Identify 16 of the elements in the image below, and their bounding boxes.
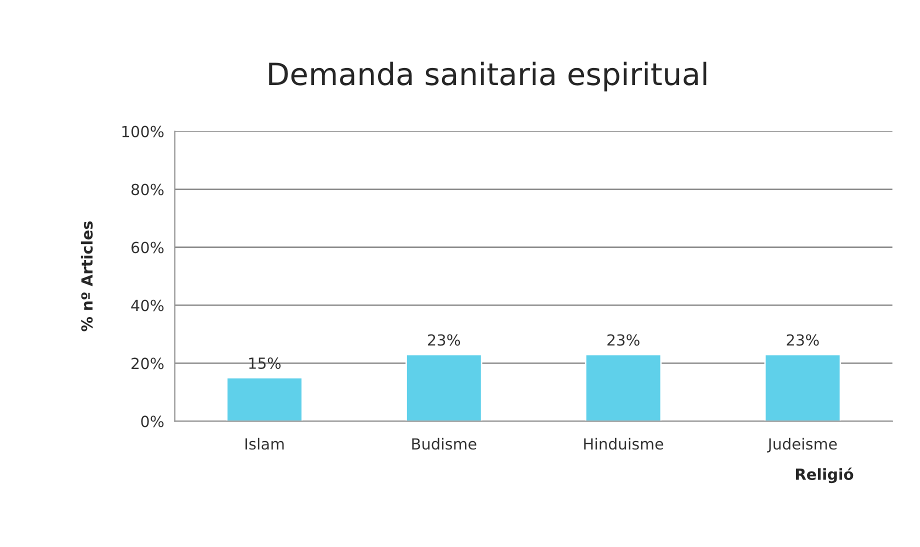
y-tick-label: 0% [141, 416, 164, 428]
y-tick-label: 80% [131, 184, 164, 196]
x-tick-label: Judeisme [767, 438, 837, 453]
data-label: 23% [607, 334, 640, 346]
data-label: 23% [786, 334, 819, 346]
x-tick-label: Budisme [412, 438, 476, 450]
y-tick-label: 100% [122, 126, 164, 138]
y-tick-label: 60% [131, 242, 164, 254]
data-label: 23% [428, 334, 460, 346]
x-tick-label: Islam [246, 438, 284, 450]
y-axis-title: % nº Articles [80, 221, 93, 332]
x-tick-label: Hinduisme [584, 438, 664, 450]
y-tick-label: 20% [132, 358, 164, 370]
y-tick-label: 40% [131, 300, 164, 312]
chart-title: Demanda sanitaria espiritual [269, 62, 706, 92]
x-axis-title: Religió [796, 468, 854, 484]
